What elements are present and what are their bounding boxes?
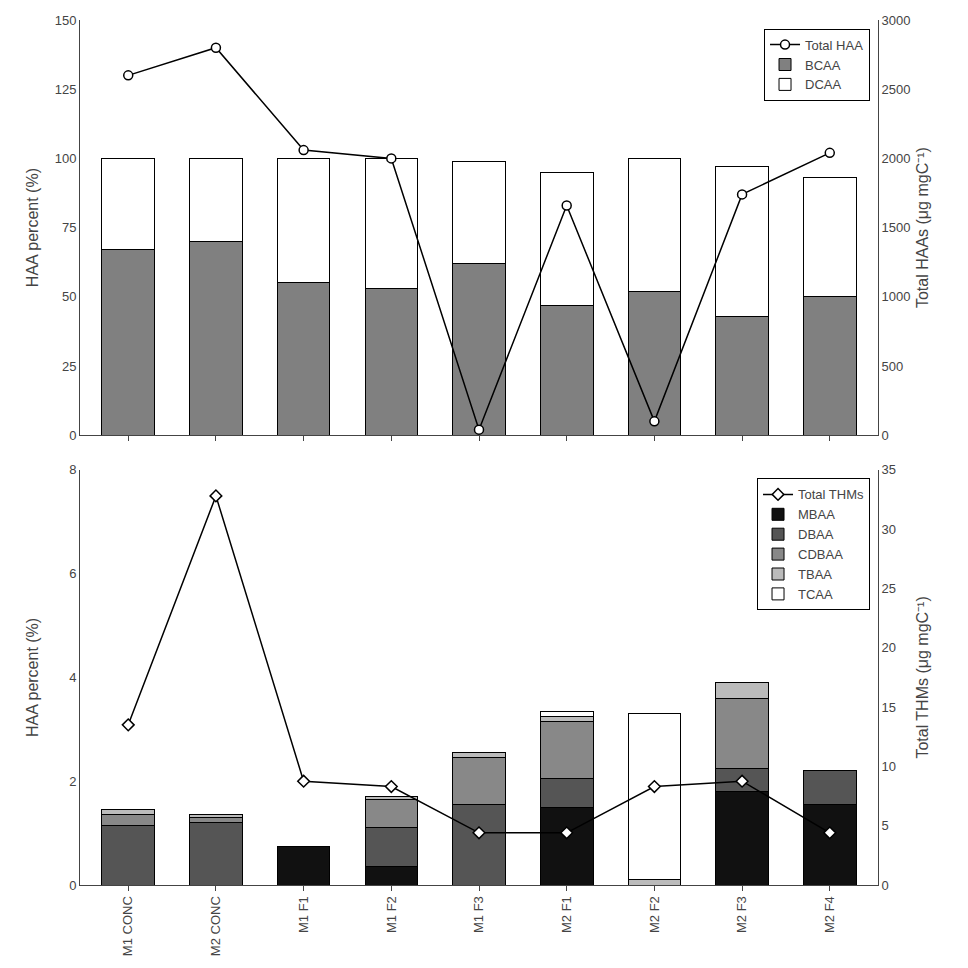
svg-text:0: 0 (69, 428, 76, 443)
svg-text:MBAA: MBAA (798, 507, 835, 522)
svg-text:25: 25 (62, 359, 76, 374)
svg-text:Total THMs (μg mgC⁻¹): Total THMs (μg mgC⁻¹) (914, 596, 931, 758)
svg-text:3000: 3000 (882, 13, 911, 28)
svg-text:100: 100 (55, 151, 77, 166)
svg-text:M2 CONC: M2 CONC (208, 896, 223, 956)
svg-text:M1 CONC: M1 CONC (120, 896, 135, 956)
svg-text:BCAA: BCAA (805, 58, 841, 73)
svg-text:M2 F1: M2 F1 (559, 896, 574, 933)
svg-text:Total HAAs (μg mgC⁻¹): Total HAAs (μg mgC⁻¹) (914, 147, 931, 308)
svg-text:2500: 2500 (882, 82, 911, 97)
svg-text:M1 F1: M1 F1 (296, 896, 311, 933)
svg-text:HAA percent (%): HAA percent (%) (24, 168, 41, 287)
svg-text:500: 500 (882, 359, 904, 374)
svg-text:50: 50 (62, 289, 76, 304)
svg-text:DCAA: DCAA (805, 77, 841, 92)
svg-text:2000: 2000 (882, 151, 911, 166)
svg-text:75: 75 (62, 220, 76, 235)
svg-text:0: 0 (882, 878, 889, 893)
svg-text:TBAA: TBAA (798, 567, 832, 582)
svg-text:6: 6 (69, 566, 76, 581)
svg-text:TCAA: TCAA (798, 587, 833, 602)
svg-text:20: 20 (882, 640, 896, 655)
svg-text:CDBAA: CDBAA (798, 547, 843, 562)
svg-text:125: 125 (55, 82, 77, 97)
svg-text:2: 2 (69, 774, 76, 789)
svg-text:35: 35 (882, 462, 896, 477)
svg-text:150: 150 (55, 13, 77, 28)
svg-text:1500: 1500 (882, 220, 911, 235)
svg-text:DBAA: DBAA (798, 527, 834, 542)
svg-text:30: 30 (882, 522, 896, 537)
svg-text:Total HAA: Total HAA (805, 38, 863, 53)
svg-text:M2 F4: M2 F4 (822, 896, 837, 933)
svg-text:25: 25 (882, 581, 896, 596)
svg-text:1000: 1000 (882, 289, 911, 304)
svg-text:4: 4 (69, 670, 76, 685)
svg-text:M2 F2: M2 F2 (647, 896, 662, 933)
svg-text:0: 0 (882, 428, 889, 443)
svg-text:HAA percent (%): HAA percent (%) (24, 618, 41, 737)
svg-text:5: 5 (882, 818, 889, 833)
svg-text:15: 15 (882, 700, 896, 715)
svg-text:M1 F2: M1 F2 (384, 896, 399, 933)
svg-text:8: 8 (69, 462, 76, 477)
svg-text:M1 F3: M1 F3 (471, 896, 486, 933)
svg-text:Total THMs: Total THMs (798, 487, 864, 502)
svg-text:0: 0 (69, 878, 76, 893)
svg-text:10: 10 (882, 759, 896, 774)
svg-text:M2 F3: M2 F3 (734, 896, 749, 933)
